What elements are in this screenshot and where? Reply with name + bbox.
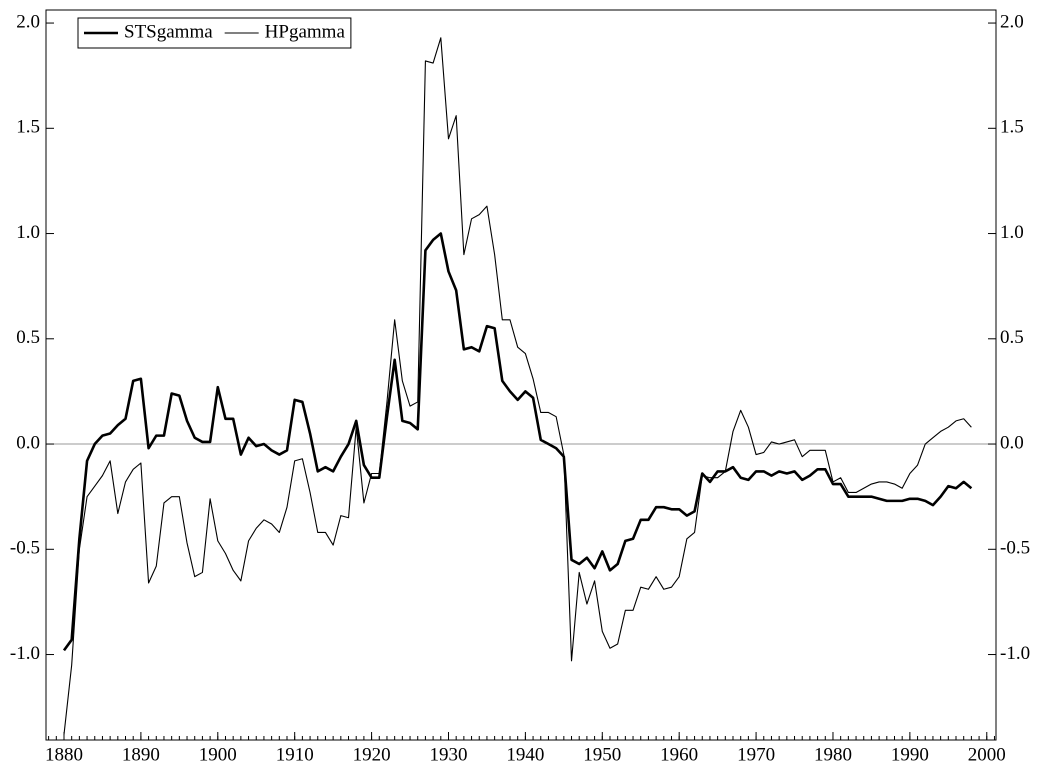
y-tick-label-right: 1.0 (1000, 222, 1024, 243)
y-tick-label-right: 1.5 (1000, 117, 1024, 138)
x-tick-label: 1900 (199, 744, 237, 765)
y-tick-label: 2.0 (16, 11, 40, 32)
legend-label: STSgamma (124, 21, 213, 42)
legend-label: HPgamma (265, 21, 346, 42)
y-tick-label: -0.5 (10, 538, 40, 559)
x-tick-label: 1970 (737, 744, 775, 765)
y-tick-label: 1.5 (16, 117, 40, 138)
plot-frame (45, 9, 997, 741)
x-tick-label: 1940 (506, 744, 544, 765)
y-tick-label-right: 2.0 (1000, 11, 1024, 32)
x-tick-label: 1880 (45, 744, 83, 765)
x-tick-label: 1930 (429, 744, 467, 765)
y-tick-label-right: -1.0 (1000, 643, 1030, 664)
y-tick-label: -1.0 (10, 643, 40, 664)
series-line (63, 37, 972, 735)
x-tick-label: 1990 (891, 744, 929, 765)
x-tick-label: 1980 (814, 744, 852, 765)
y-tick-label: 0.5 (16, 327, 40, 348)
series-line (62, 232, 973, 652)
y-tick-label-right: -0.5 (1000, 538, 1030, 559)
legend-box (77, 17, 352, 49)
x-tick-label: 2000 (968, 744, 1006, 765)
y-tick-label-right: 0.5 (1000, 327, 1024, 348)
x-tick-label: 1910 (276, 744, 314, 765)
y-tick-label: 0.0 (16, 432, 40, 453)
x-tick-label: 1960 (660, 744, 698, 765)
y-tick-label: 1.0 (16, 222, 40, 243)
x-tick-label: 1920 (353, 744, 391, 765)
x-tick-label: 1950 (583, 744, 621, 765)
y-tick-label-right: 0.0 (1000, 432, 1024, 453)
x-tick-label: 1890 (122, 744, 160, 765)
